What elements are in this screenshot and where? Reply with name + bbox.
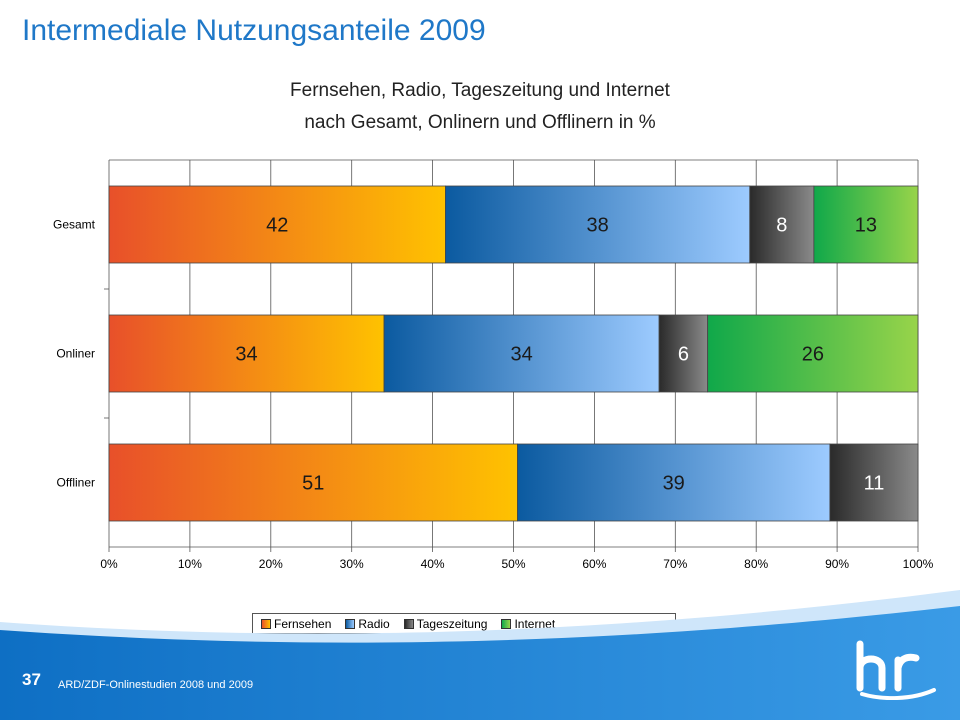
legend-label: Tageszeitung xyxy=(416,616,488,631)
footer-wave xyxy=(0,590,960,720)
bar-segment-radio xyxy=(445,185,751,264)
y-category-label: Gesamt xyxy=(53,218,96,232)
legend-label: Internet xyxy=(514,616,556,631)
data-label: 34 xyxy=(235,344,257,366)
slide-title: Intermediale Nutzungsanteile 2009 xyxy=(22,14,486,47)
x-tick-label: 0% xyxy=(100,557,118,571)
data-label: 11 xyxy=(864,473,885,495)
x-tick-label: 10% xyxy=(178,557,202,571)
bar-segment-tageszeitung xyxy=(658,314,709,393)
hr-logo: hr xyxy=(856,640,936,700)
y-category-label: Onliner xyxy=(56,347,95,361)
data-label: 42 xyxy=(266,215,288,237)
legend-swatch xyxy=(501,618,512,629)
bar-segment-fernsehen xyxy=(108,443,518,522)
bar-segment-tageszeitung xyxy=(749,185,815,264)
x-tick-label: 40% xyxy=(421,557,445,571)
legend-label: Fernsehen xyxy=(274,616,332,631)
x-tick-label: 100% xyxy=(903,557,934,571)
data-label: 38 xyxy=(586,215,608,237)
y-category-label: Offliner xyxy=(57,476,95,490)
x-tick-label: 20% xyxy=(259,557,283,571)
data-label: 34 xyxy=(510,344,532,366)
stacked-bar-chart: 0% 10% 20% 30% 40% 50% 60% 70% 80% 90% 100% Gesamt 4… xyxy=(53,159,934,571)
bar-segment-internet xyxy=(707,314,919,393)
legend-label: Radio xyxy=(358,616,390,631)
x-tick-label: 50% xyxy=(501,557,525,571)
x-tick-label: 70% xyxy=(663,557,687,571)
legend-swatch xyxy=(261,618,271,629)
legend-item: Internet xyxy=(501,617,555,631)
legend-item: Tageszeitung xyxy=(403,616,488,631)
page-number: 37 xyxy=(22,670,41,689)
x-tick-label: 90% xyxy=(825,557,849,571)
legend-item: Radio xyxy=(345,616,390,631)
chart-subtitle-line-2: nach Gesamt, Onlinern und Offlinern in % xyxy=(304,112,656,133)
source-note: ARD/ZDF-Onlinestudien 2008 und 2009 xyxy=(58,679,254,691)
data-label: 6 xyxy=(678,344,689,366)
bar-segment-internet xyxy=(813,185,919,264)
legend-swatch xyxy=(345,618,356,629)
legend-item: Fernsehen xyxy=(261,617,331,631)
legend-swatch xyxy=(403,618,414,629)
x-tick-label: 30% xyxy=(340,557,364,571)
data-label: 8 xyxy=(776,215,787,237)
bar-segment-radio xyxy=(383,314,660,393)
data-label: 51 xyxy=(302,473,324,495)
x-tick-label: 60% xyxy=(582,557,606,571)
chart-subtitle-line-1: Fernsehen, Radio, Tageszeitung und Inter… xyxy=(290,80,670,101)
data-label: 39 xyxy=(663,473,685,495)
bar-segment-radio xyxy=(517,443,831,522)
bar-segment-fernsehen xyxy=(108,185,446,264)
data-label: 13 xyxy=(855,215,877,237)
data-label: 26 xyxy=(802,344,824,366)
x-tick-label: 80% xyxy=(744,557,768,571)
bar-segment-tageszeitung xyxy=(829,443,919,522)
